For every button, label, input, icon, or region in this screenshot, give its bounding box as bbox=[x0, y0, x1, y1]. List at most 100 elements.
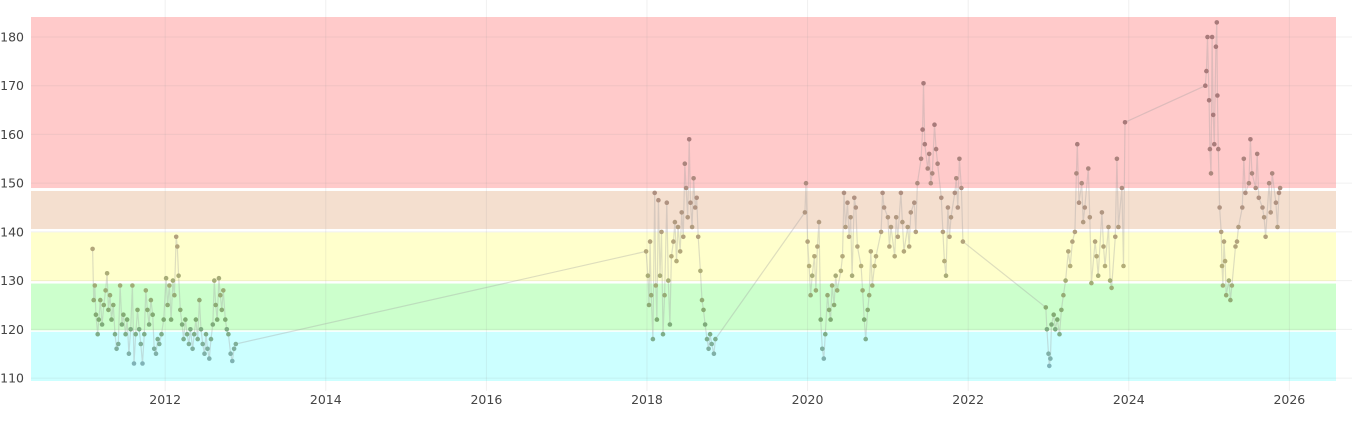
data-point bbox=[689, 224, 695, 230]
data-point bbox=[1256, 195, 1262, 201]
data-point bbox=[210, 322, 216, 327]
data-point bbox=[650, 336, 656, 342]
data-point bbox=[181, 336, 186, 342]
data-point bbox=[853, 205, 859, 210]
data-point bbox=[1266, 180, 1272, 186]
threshold-band bbox=[31, 331, 1336, 381]
data-point bbox=[1203, 83, 1208, 88]
data-point bbox=[816, 219, 822, 225]
data-point bbox=[1254, 151, 1260, 157]
data-point bbox=[101, 302, 107, 308]
data-point bbox=[1277, 185, 1283, 191]
data-point bbox=[885, 215, 891, 220]
data-point bbox=[176, 273, 181, 279]
data-point bbox=[646, 302, 652, 308]
data-point bbox=[1240, 205, 1245, 210]
data-point bbox=[168, 317, 174, 322]
data-point bbox=[645, 273, 651, 279]
data-point bbox=[150, 312, 155, 318]
data-point bbox=[190, 346, 195, 352]
data-point bbox=[1221, 239, 1227, 244]
data-point bbox=[675, 224, 681, 230]
data-point bbox=[872, 263, 877, 269]
data-point bbox=[1046, 351, 1051, 357]
threshold-band bbox=[31, 190, 1336, 229]
data-point bbox=[165, 302, 170, 308]
data-point bbox=[191, 331, 197, 337]
y-tick-label: 120 bbox=[0, 322, 24, 337]
data-point bbox=[848, 215, 853, 220]
data-point bbox=[943, 273, 949, 279]
data-point bbox=[200, 341, 205, 347]
x-tick-label: 2022 bbox=[952, 392, 984, 407]
data-point bbox=[662, 292, 667, 298]
data-point bbox=[711, 351, 717, 357]
data-point bbox=[861, 317, 867, 322]
data-point bbox=[1268, 210, 1273, 215]
data-point bbox=[898, 190, 904, 196]
data-point bbox=[1229, 283, 1235, 288]
data-point bbox=[701, 307, 706, 313]
x-tick-label: 2012 bbox=[149, 392, 181, 407]
data-point bbox=[1241, 156, 1247, 162]
data-point bbox=[1075, 141, 1080, 147]
data-point bbox=[935, 161, 940, 166]
data-point bbox=[179, 322, 185, 327]
data-point bbox=[178, 307, 183, 313]
data-point bbox=[1113, 234, 1118, 240]
data-point bbox=[128, 327, 133, 332]
data-point bbox=[692, 205, 698, 210]
data-point bbox=[233, 341, 239, 347]
data-point bbox=[905, 224, 910, 230]
data-point bbox=[1213, 44, 1219, 49]
data-point bbox=[214, 317, 220, 322]
data-point bbox=[887, 244, 892, 249]
data-point bbox=[207, 356, 212, 361]
data-point bbox=[173, 234, 179, 240]
data-point bbox=[111, 302, 116, 308]
data-point bbox=[117, 283, 123, 288]
x-tick-label: 2020 bbox=[792, 392, 824, 407]
data-point bbox=[671, 239, 676, 244]
data-point bbox=[114, 346, 119, 352]
data-point bbox=[815, 244, 820, 249]
data-point bbox=[833, 273, 838, 279]
data-point bbox=[679, 210, 684, 215]
data-point bbox=[921, 81, 926, 86]
data-point bbox=[1092, 239, 1098, 244]
data-point bbox=[1261, 215, 1267, 220]
data-point bbox=[1072, 229, 1078, 235]
data-point bbox=[806, 263, 812, 269]
data-point bbox=[863, 336, 868, 342]
data-point bbox=[107, 292, 113, 298]
data-point bbox=[208, 336, 214, 342]
data-point bbox=[870, 283, 875, 288]
data-point bbox=[140, 361, 145, 366]
data-point bbox=[681, 234, 686, 240]
data-point bbox=[648, 292, 654, 298]
data-point bbox=[1216, 146, 1221, 152]
data-point bbox=[123, 331, 128, 337]
data-point bbox=[1228, 297, 1233, 303]
data-point bbox=[688, 200, 693, 205]
data-point bbox=[683, 185, 689, 191]
data-point bbox=[928, 180, 934, 186]
data-point bbox=[1086, 166, 1091, 171]
data-point bbox=[873, 253, 879, 259]
data-point bbox=[146, 322, 152, 327]
data-point bbox=[865, 307, 870, 313]
data-point bbox=[666, 278, 671, 283]
data-point bbox=[691, 176, 696, 181]
data-point bbox=[1253, 185, 1258, 191]
data-point bbox=[96, 317, 102, 322]
data-point bbox=[940, 229, 946, 235]
data-point bbox=[823, 331, 828, 337]
data-point bbox=[1101, 244, 1106, 249]
data-point bbox=[1275, 224, 1280, 230]
data-point bbox=[672, 219, 678, 225]
data-point bbox=[1049, 322, 1054, 327]
data-point bbox=[218, 292, 223, 298]
threshold-band bbox=[31, 232, 1336, 282]
data-point bbox=[193, 317, 199, 322]
